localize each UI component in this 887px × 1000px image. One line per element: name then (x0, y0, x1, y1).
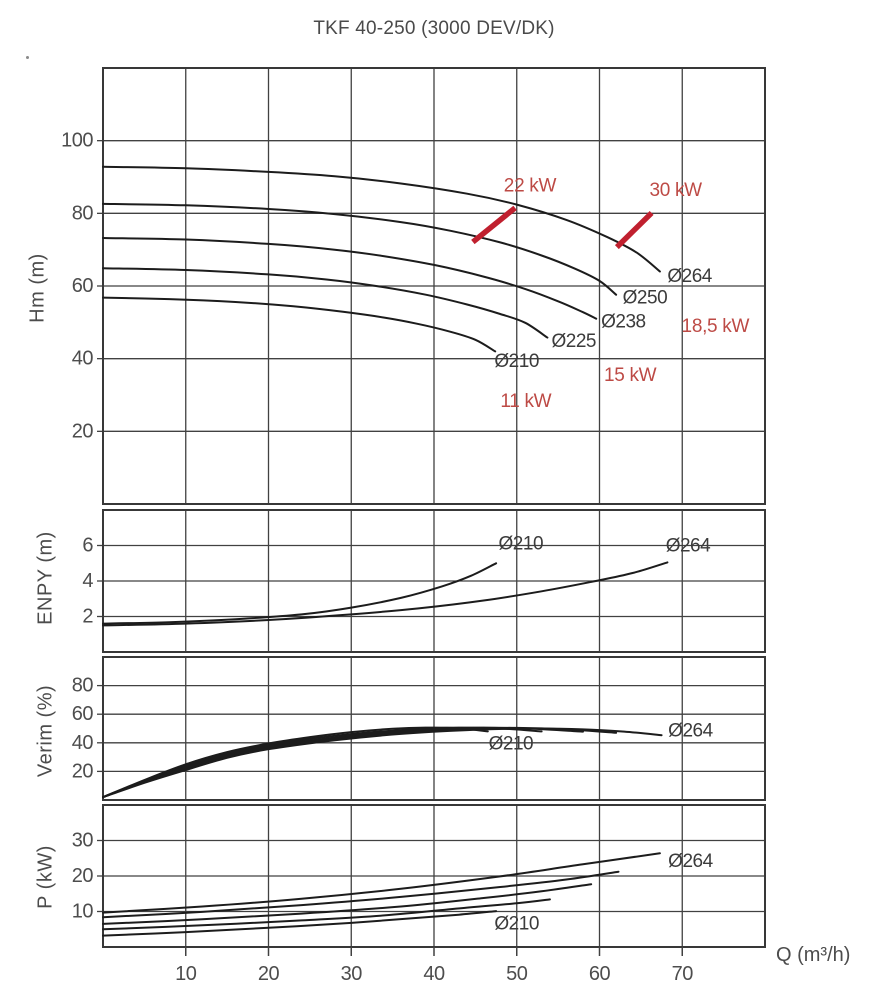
y-tick-label: 20 (72, 760, 94, 782)
x-tick-label: 20 (258, 963, 280, 985)
curve-label-225: Ø225 (552, 331, 596, 352)
x-tick-label: 40 (423, 963, 445, 985)
y-tick-label: 60 (72, 703, 94, 725)
y-axis-label-npsh: ENPY (m) (34, 531, 57, 625)
y-tick-label: 30 (72, 830, 94, 852)
power-label: 11 kW (500, 391, 551, 412)
curve-label-264: Ø264 (666, 536, 711, 557)
curve-264 (102, 852, 661, 914)
curve-label-238: Ø238 (601, 312, 645, 333)
curve-210 (102, 562, 498, 625)
scan-artifact-dot (26, 56, 29, 59)
curve-250 (102, 202, 618, 296)
y-tick-label: 100 (61, 130, 93, 152)
curve-264 (102, 561, 669, 627)
curve-label-210: Ø210 (494, 914, 538, 935)
y-tick-label: 40 (72, 348, 94, 370)
y-tick-label: 80 (72, 202, 94, 224)
y-axis-label-power: P (kW) (34, 845, 57, 909)
x-axis-label: Q (m³/h) (776, 944, 851, 966)
x-tick-label: 50 (506, 963, 528, 985)
curve-label-210: Ø210 (494, 351, 538, 372)
power-label: 15 kW (604, 365, 657, 386)
y-tick-label: 60 (72, 275, 94, 297)
chart-enpy: 2 4 6 Ø210 Ø264 (82, 509, 766, 653)
x-tick-label: 60 (589, 963, 611, 985)
curve-238 (102, 883, 593, 925)
curve-238 (102, 237, 598, 320)
curve-label-264: Ø264 (668, 851, 713, 872)
y-axis-label-efficiency: Verim (%) (34, 684, 57, 778)
x-tick-label: 10 (175, 963, 197, 985)
chart-frame (102, 656, 766, 801)
x-tick-label: 70 (672, 963, 694, 985)
curve-264 (102, 727, 663, 799)
power-limit-mark (471, 205, 517, 245)
y-tick-label: 80 (72, 675, 94, 697)
curve-225 (102, 898, 551, 931)
x-tick-label: 30 (341, 963, 363, 985)
page-title: TKF 40-250 (3000 DEV/DK) (313, 18, 555, 39)
chart-p: 10 20 30 Ø264 Ø210 (72, 804, 766, 948)
chart-frame (102, 509, 766, 653)
power-label: 30 kW (649, 180, 702, 201)
curve-210 (102, 726, 489, 799)
curve-label-210: Ø210 (499, 534, 543, 555)
chart-verim: 20 40 60 80 Ø210 Ø264 (72, 656, 766, 801)
curve-210 (102, 910, 498, 937)
power-label: 18,5 kW (682, 316, 750, 337)
power-limit-mark (614, 211, 654, 250)
curve-250 (102, 870, 620, 919)
power-label: 22 kW (504, 176, 557, 197)
curve-264 (102, 165, 661, 273)
curve-210 (102, 296, 497, 353)
curve-label-264: Ø264 (667, 266, 712, 287)
curve-225 (102, 267, 549, 339)
y-axis-label-head: Hm (m) (26, 253, 49, 323)
curve-label-210: Ø210 (489, 734, 533, 755)
y-tick-label: 20 (72, 420, 94, 442)
y-tick-label: 40 (72, 732, 94, 754)
y-tick-label: 6 (82, 535, 93, 557)
y-tick-label: 10 (72, 901, 94, 923)
y-tick-label: 20 (72, 865, 94, 887)
curve-label-264: Ø264 (668, 721, 713, 742)
chart-frame (102, 67, 766, 505)
curve-label-250: Ø250 (623, 288, 667, 309)
y-tick-label: 2 (82, 606, 93, 628)
y-tick-label: 4 (82, 570, 93, 592)
